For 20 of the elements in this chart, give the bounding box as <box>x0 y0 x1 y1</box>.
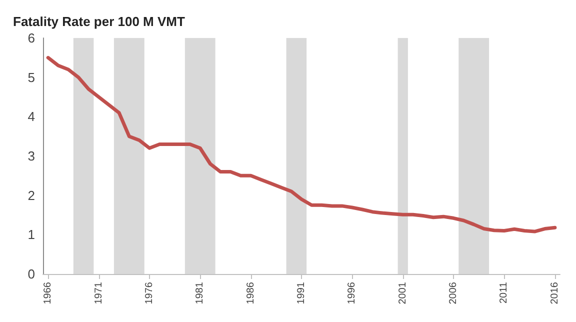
x-tick-label: 1991 <box>296 282 307 304</box>
x-tick-label: 1966 <box>42 282 54 304</box>
y-tick-label: 0 <box>28 266 35 282</box>
line-series <box>46 56 557 234</box>
chart-title: Fatality Rate per 100 M VMT <box>13 14 185 29</box>
y-tick-label: 4 <box>28 109 35 124</box>
x-tick-label: 1996 <box>346 282 358 304</box>
x-tick-label: 2016 <box>549 282 560 304</box>
y-tick-label: 5 <box>28 70 35 85</box>
x-tick-label: 2011 <box>498 282 510 304</box>
x-tick-label: 1976 <box>144 282 155 304</box>
y-tick-label: 6 <box>28 30 35 46</box>
x-tick-label: 1986 <box>245 282 256 304</box>
y-tick-label: 3 <box>28 148 35 164</box>
x-tick-label: 1971 <box>93 282 104 304</box>
x-tick-label: 2001 <box>397 282 408 304</box>
y-tick-label: 2 <box>28 188 35 203</box>
y-tick-label: 1 <box>28 227 35 242</box>
x-tick-label: 2006 <box>448 282 460 304</box>
x-tick-label: 1981 <box>194 282 206 304</box>
